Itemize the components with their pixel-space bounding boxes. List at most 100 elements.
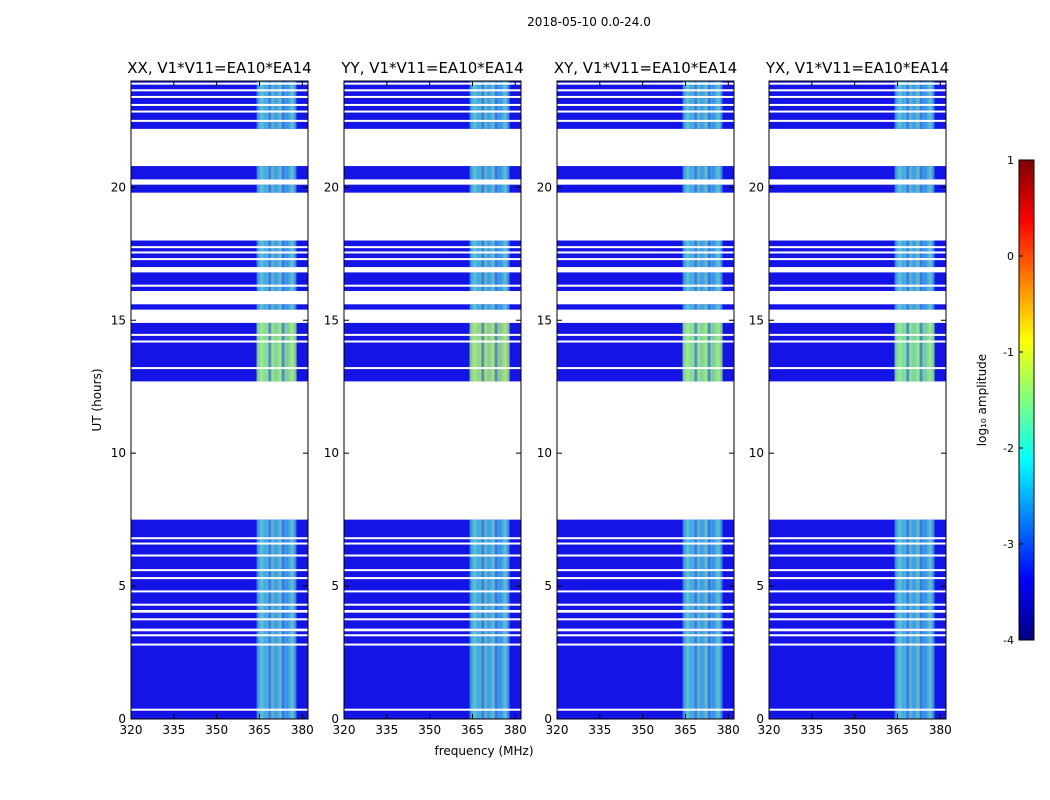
flag-gap [344, 95, 521, 98]
flag-gap [344, 110, 521, 113]
x-tick-label: 320 [758, 723, 781, 737]
band-stripe [481, 631, 485, 719]
flag-gap [557, 367, 734, 370]
flag-gap [131, 542, 308, 545]
band-stripe [694, 184, 698, 193]
flag-gap [131, 119, 308, 122]
x-tick-label: 365 [461, 723, 484, 737]
band-stripe [707, 304, 711, 310]
band-stripe [494, 631, 498, 719]
y-tick-label: 5 [544, 579, 552, 593]
flag-gap [344, 554, 521, 557]
flag-gap [344, 258, 521, 261]
flag-gap [131, 89, 308, 92]
flag-gap [769, 103, 946, 106]
band-stripe [494, 519, 498, 611]
flag-gap [557, 246, 734, 249]
flag-gap [344, 119, 521, 122]
flag-gap [344, 246, 521, 249]
band-stripe [268, 612, 272, 629]
band-stripe [919, 631, 923, 719]
bright-band [894, 184, 935, 193]
panel-yx: YX, V1*V11=EA10*EA14 320 335 350 365 380 0 5 10 1… [749, 59, 952, 737]
band-stripe [707, 184, 711, 193]
band-stripe [694, 304, 698, 310]
flag-gap [131, 554, 308, 557]
flag-gap [557, 603, 734, 606]
bright-band-texture [894, 322, 935, 382]
flag-gap [557, 634, 734, 637]
flag-gap [769, 82, 946, 85]
band-stripe [281, 631, 285, 719]
x-tick-label: 335 [375, 723, 398, 737]
panel-frame [343, 80, 522, 720]
figure-title: 2018-05-10 0.0-24.0 [527, 15, 651, 29]
flag-gap [131, 110, 308, 113]
band-stripe [906, 304, 910, 310]
flag-gap [344, 367, 521, 370]
flag-gap [769, 542, 946, 545]
bright-band [682, 184, 723, 193]
flag-gap [769, 119, 946, 122]
flag-gap [769, 95, 946, 98]
band-stripe [694, 166, 698, 180]
band-stripe [707, 631, 711, 719]
band-stripe [281, 519, 285, 611]
panel-xx: XX, V1*V11=EA10*EA14 320 335 350 365 380 0 5 10 1… [111, 59, 314, 737]
data-block [769, 304, 946, 310]
bright-band [894, 304, 935, 310]
band-stripe [481, 166, 485, 180]
flag-gap [131, 367, 308, 370]
y-tick-label: 0 [118, 712, 126, 726]
flag-gap [131, 537, 308, 540]
flag-gap [131, 590, 308, 593]
flag-gap [557, 82, 734, 85]
bright-band [894, 240, 935, 268]
y-tick-label: 15 [749, 313, 764, 327]
data-block [557, 184, 734, 193]
flag-gap [769, 110, 946, 113]
flag-gap [557, 569, 734, 572]
y-tick-label: 10 [749, 446, 764, 460]
flag-gap [344, 590, 521, 593]
band-stripe [481, 184, 485, 193]
flag-gap [557, 119, 734, 122]
bright-band [469, 304, 510, 310]
band-stripe [707, 519, 711, 611]
y-tick-label: 5 [331, 579, 339, 593]
band-stripe [919, 519, 923, 611]
data-block [769, 184, 946, 193]
bright-band [256, 272, 297, 292]
band-stripe [494, 240, 498, 268]
band-stripe [694, 519, 698, 611]
bright-band-texture [256, 322, 297, 382]
bright-band [682, 240, 723, 268]
panel-title: XX, V1*V11=EA10*EA14 [127, 59, 311, 77]
bright-band [894, 612, 935, 629]
flag-gap [769, 643, 946, 646]
colorbar: 1 0 -1 -2 -3 -4 log₁₀ amplitude [975, 154, 1035, 647]
band-stripe [481, 322, 485, 382]
flag-gap [344, 82, 521, 85]
x-tick-label: 365 [248, 723, 271, 737]
band-stripe [281, 272, 285, 292]
panel-frame [130, 80, 309, 720]
flag-gap [344, 577, 521, 580]
bright-band [894, 166, 935, 180]
flag-gap [344, 542, 521, 545]
bright-band [256, 304, 297, 310]
bright-band [682, 519, 723, 611]
band-stripe [494, 612, 498, 629]
bright-band [469, 240, 510, 268]
x-tick-label: 320 [120, 723, 143, 737]
flag-gap [557, 554, 734, 557]
flag-gap [344, 569, 521, 572]
band-stripe [919, 184, 923, 193]
band-stripe [268, 304, 272, 310]
panel-frame [556, 80, 735, 720]
flag-gap [769, 258, 946, 261]
band-stripe [919, 322, 923, 382]
band-stripe [707, 322, 711, 382]
flag-gap [557, 577, 734, 580]
y-tick-label: 10 [324, 446, 339, 460]
